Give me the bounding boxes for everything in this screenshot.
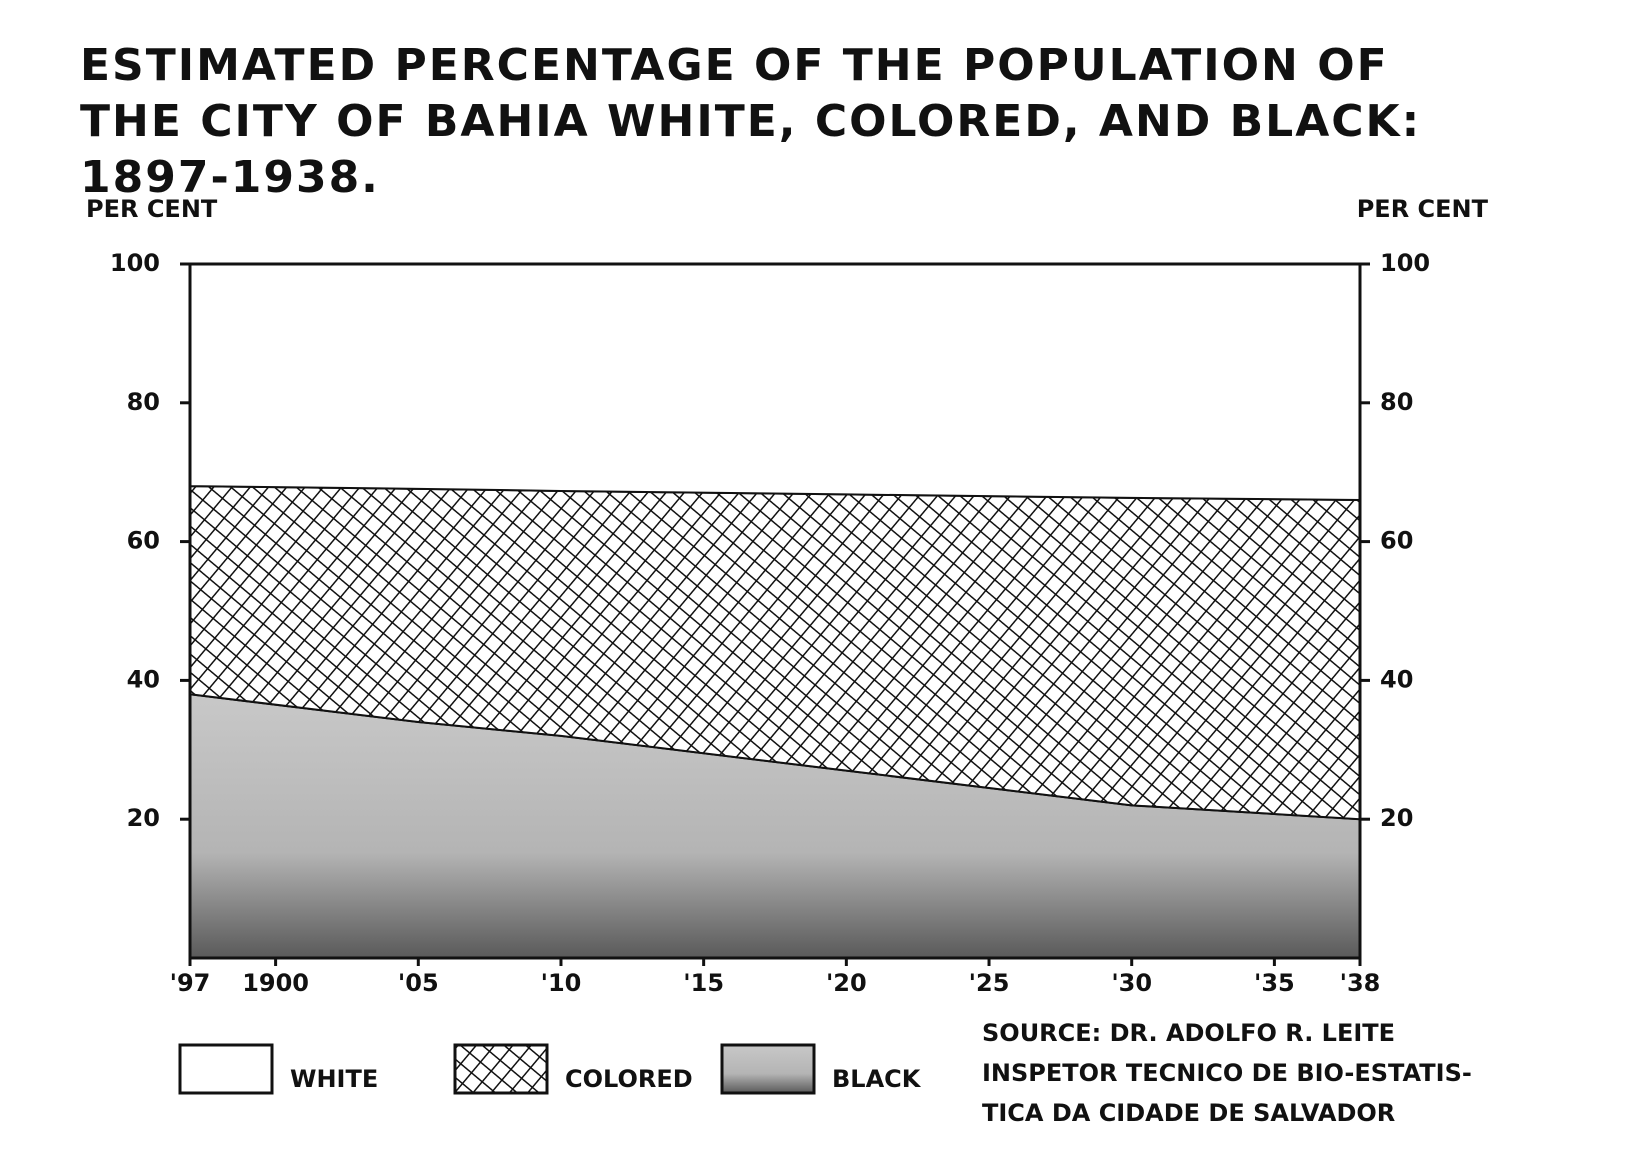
source-note: INSPETOR TECNICO DE BIO-ESTATIS- [982,1059,1472,1087]
y-tick-label: 20 [127,804,160,832]
y2-tick-label: 80 [1380,388,1413,416]
y2-tick-label: 20 [1380,804,1413,832]
x-tick-label: 1900 [242,969,309,997]
y-axis-label: PER CENT [86,195,218,223]
y-tick-label: 100 [110,249,160,277]
plot-frame [188,262,1362,960]
x-tick-label: '15 [683,969,724,997]
source-note: SOURCE: DR. ADOLFO R. LEITE [982,1019,1395,1047]
x-tick-label: '35 [1254,969,1295,997]
x-tick-label: '25 [969,969,1010,997]
y2-tick-label: 60 [1380,527,1413,555]
legend-label: COLORED [565,1065,693,1093]
legend-label: BLACK [832,1065,922,1093]
x-tick-label: '05 [398,969,439,997]
legend-swatch [453,1043,549,1095]
y2-tick-label: 40 [1380,665,1413,693]
legend-swatch [720,1043,816,1095]
x-tick-label: '20 [826,969,867,997]
y-tick-label: 40 [127,665,160,693]
x-tick-label: '10 [541,969,582,997]
chart-title: ESTIMATED PERCENTAGE OF THE POPULATION O… [80,40,1422,203]
area [189,263,1361,501]
source-note: TICA DA CIDADE DE SALVADOR [982,1099,1395,1127]
x-tick-label: '97 [170,969,211,997]
legend-swatch [178,1043,274,1095]
y2-tick-label: 100 [1380,249,1430,277]
x-tick-label: '38 [1340,969,1381,997]
y-tick-label: 60 [127,527,160,555]
legend-label: WHITE [290,1065,378,1093]
y2-axis-label: PER CENT [1357,195,1489,223]
x-tick-label: '30 [1111,969,1152,997]
y-tick-label: 80 [127,388,160,416]
